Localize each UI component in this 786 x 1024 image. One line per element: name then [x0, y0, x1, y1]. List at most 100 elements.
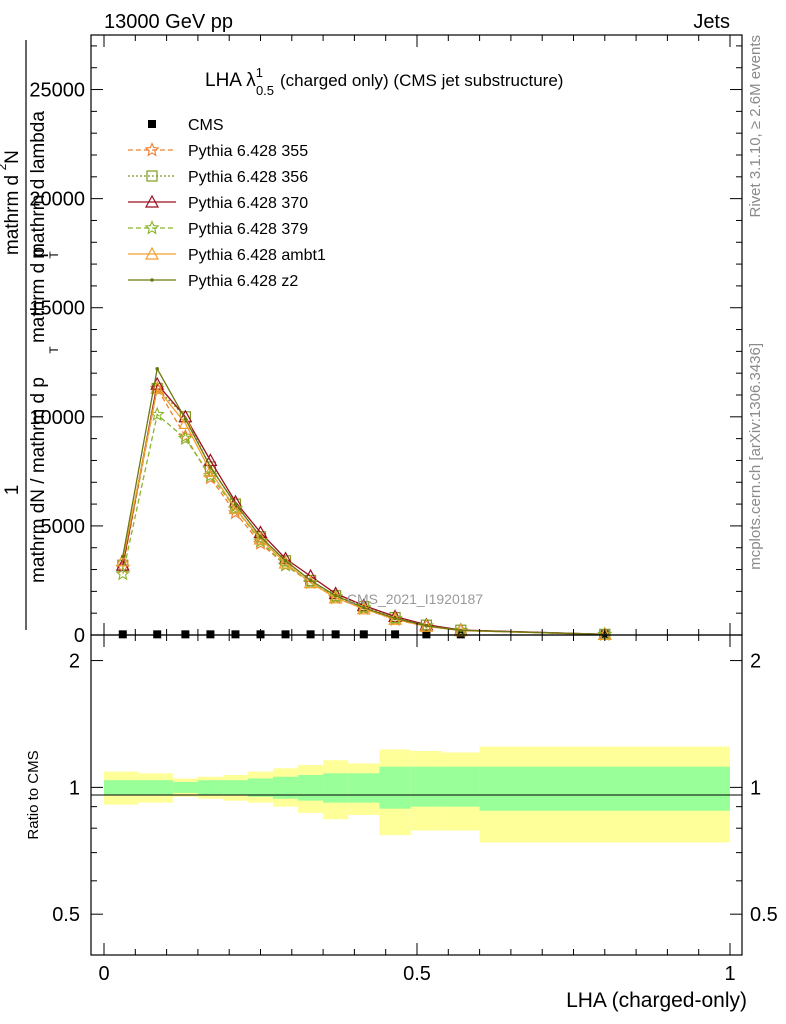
ratio-band-inner [222, 780, 248, 795]
y-label-num: mathrm d [2, 175, 23, 255]
data-point-z2 [361, 605, 366, 610]
legend-label: Pythia 6.428 ambt1 [188, 247, 326, 264]
data-point-z2 [333, 593, 338, 598]
legend-marker [148, 120, 156, 128]
data-point-ambt1 [178, 416, 193, 429]
legend-marker [150, 278, 154, 282]
ratio-band-inner [479, 766, 730, 811]
data-point-p379 [177, 430, 193, 446]
data-point-z2 [233, 502, 238, 506]
ratio-band-inner [273, 776, 299, 799]
series-line-z2 [122, 366, 605, 636]
data-point-ambt1 [115, 553, 130, 567]
legend-item-p355: Pythia 6.428 355 [128, 142, 308, 160]
data-point-z2 [208, 465, 213, 469]
data-point-cms [281, 630, 290, 639]
data-point-z2 [424, 624, 429, 628]
data-point-ambt1 [253, 531, 268, 545]
y-label-num-n: N [2, 150, 23, 164]
data-point-cms [306, 630, 315, 639]
legend-item-p379: Pythia 6.428 379 [128, 220, 308, 238]
data-point-cms [206, 630, 215, 639]
ratio-band-inner [348, 773, 380, 803]
data-point-cms [391, 630, 400, 639]
series-p379 [115, 406, 613, 641]
data-point-p379 [227, 500, 243, 515]
main-plot-series [115, 366, 613, 641]
legend-marker [144, 246, 160, 260]
y-label-part2: mathrm d lambda [28, 111, 49, 259]
y-tick-label: 25000 [29, 80, 85, 102]
ratio-band-inner [323, 773, 349, 803]
ratio-y-axis-label: Ratio to CMS [25, 750, 42, 839]
ratio-tick-label: 1 [69, 777, 80, 799]
data-point-p379 [418, 617, 434, 633]
y-label-sub: T [47, 346, 61, 354]
legend-label: CMS [188, 117, 224, 134]
data-point-z2 [459, 628, 463, 633]
legend-label: Pythia 6.428 z2 [188, 273, 298, 290]
axis-tick-labels: 0 5000 10000 15000 20000 25000 0.5 0.5 1 1 2 2 0 0.5 1 [29, 80, 777, 985]
data-point-cms [456, 630, 465, 639]
ratio-band-inner [442, 766, 480, 807]
legend-item-p356: Pythia 6.428 356 [128, 169, 308, 186]
y-label-part: mathrm d p [28, 247, 49, 343]
y-label-sub2: T [47, 251, 61, 259]
data-point-cms [153, 630, 162, 639]
legend-label: Pythia 6.428 355 [188, 143, 308, 160]
y-label-denominator: mathrm dN / mathrm d p [28, 377, 49, 583]
ratio-tick-label-right: 0.5 [750, 904, 778, 926]
y-tick-label: 20000 [29, 189, 85, 211]
data-point-p379 [453, 622, 469, 637]
data-point-cms [231, 630, 240, 639]
data-point-z2 [155, 367, 160, 371]
ratio-tick-label-right: 1 [750, 777, 761, 799]
series-line-p379 [122, 413, 605, 636]
ratio-band-inner [104, 780, 139, 795]
data-point-p379 [303, 574, 319, 590]
legend-marker [146, 170, 158, 182]
data-point-z2 [393, 616, 397, 621]
data-point-cms [181, 630, 190, 639]
ratio-tick-label: 2 [69, 651, 80, 673]
data-point-p370 [419, 617, 434, 631]
ratio-band-inner [172, 781, 198, 793]
rivet-version-label: Rivet 3.1.10, ≥ 2.6M events [747, 35, 764, 218]
x-tick-label: 0.5 [403, 963, 431, 985]
data-point-z2 [308, 578, 313, 583]
ratio-tick-label-right: 2 [750, 651, 761, 673]
data-point-z2 [120, 554, 125, 559]
ratio-band-inner [247, 778, 274, 797]
x-tick-label: 0 [98, 963, 109, 985]
data-point-p370 [178, 409, 193, 423]
data-point-cms [118, 630, 127, 639]
series-cms [118, 630, 609, 639]
y-label-numerator-one: 1 [2, 485, 23, 496]
data-point-z2 [283, 559, 288, 563]
ratio-band-inner [410, 766, 443, 807]
ratio-band-inner [379, 766, 411, 809]
ratio-tick-label: 0.5 [52, 904, 80, 926]
y-tick-label: 15000 [29, 298, 85, 320]
analysis-watermark: CMS_2021_I1920187 [347, 591, 483, 607]
data-point-cms [359, 630, 368, 639]
data-point-p370 [228, 494, 243, 508]
x-tick-label: 1 [724, 963, 735, 985]
legend-item-p370: Pythia 6.428 370 [128, 194, 308, 212]
ratio-band-inner [298, 774, 324, 801]
ratio-band-inner [197, 780, 223, 795]
y-tick-label: 10000 [29, 407, 85, 429]
legend-marker [144, 142, 160, 157]
legend: CMS Pythia 6.428 355 Pythia 6.428 356 Pythi… [128, 117, 326, 290]
legend-item-ambt1: Pythia 6.428 ambt1 [128, 246, 326, 264]
y-tick-label: 5000 [41, 516, 86, 538]
legend-label: Pythia 6.428 356 [188, 169, 308, 186]
plot-title: LHA λ1 0.5(charged only) (CMS jet substru… [205, 65, 563, 98]
axis-ticks [91, 35, 742, 956]
legend-marker [144, 220, 160, 235]
legend-item-cms: CMS [148, 117, 224, 134]
legend-label: Pythia 6.428 379 [188, 221, 308, 238]
x-axis-label: LHA (charged-only) [566, 989, 747, 1012]
